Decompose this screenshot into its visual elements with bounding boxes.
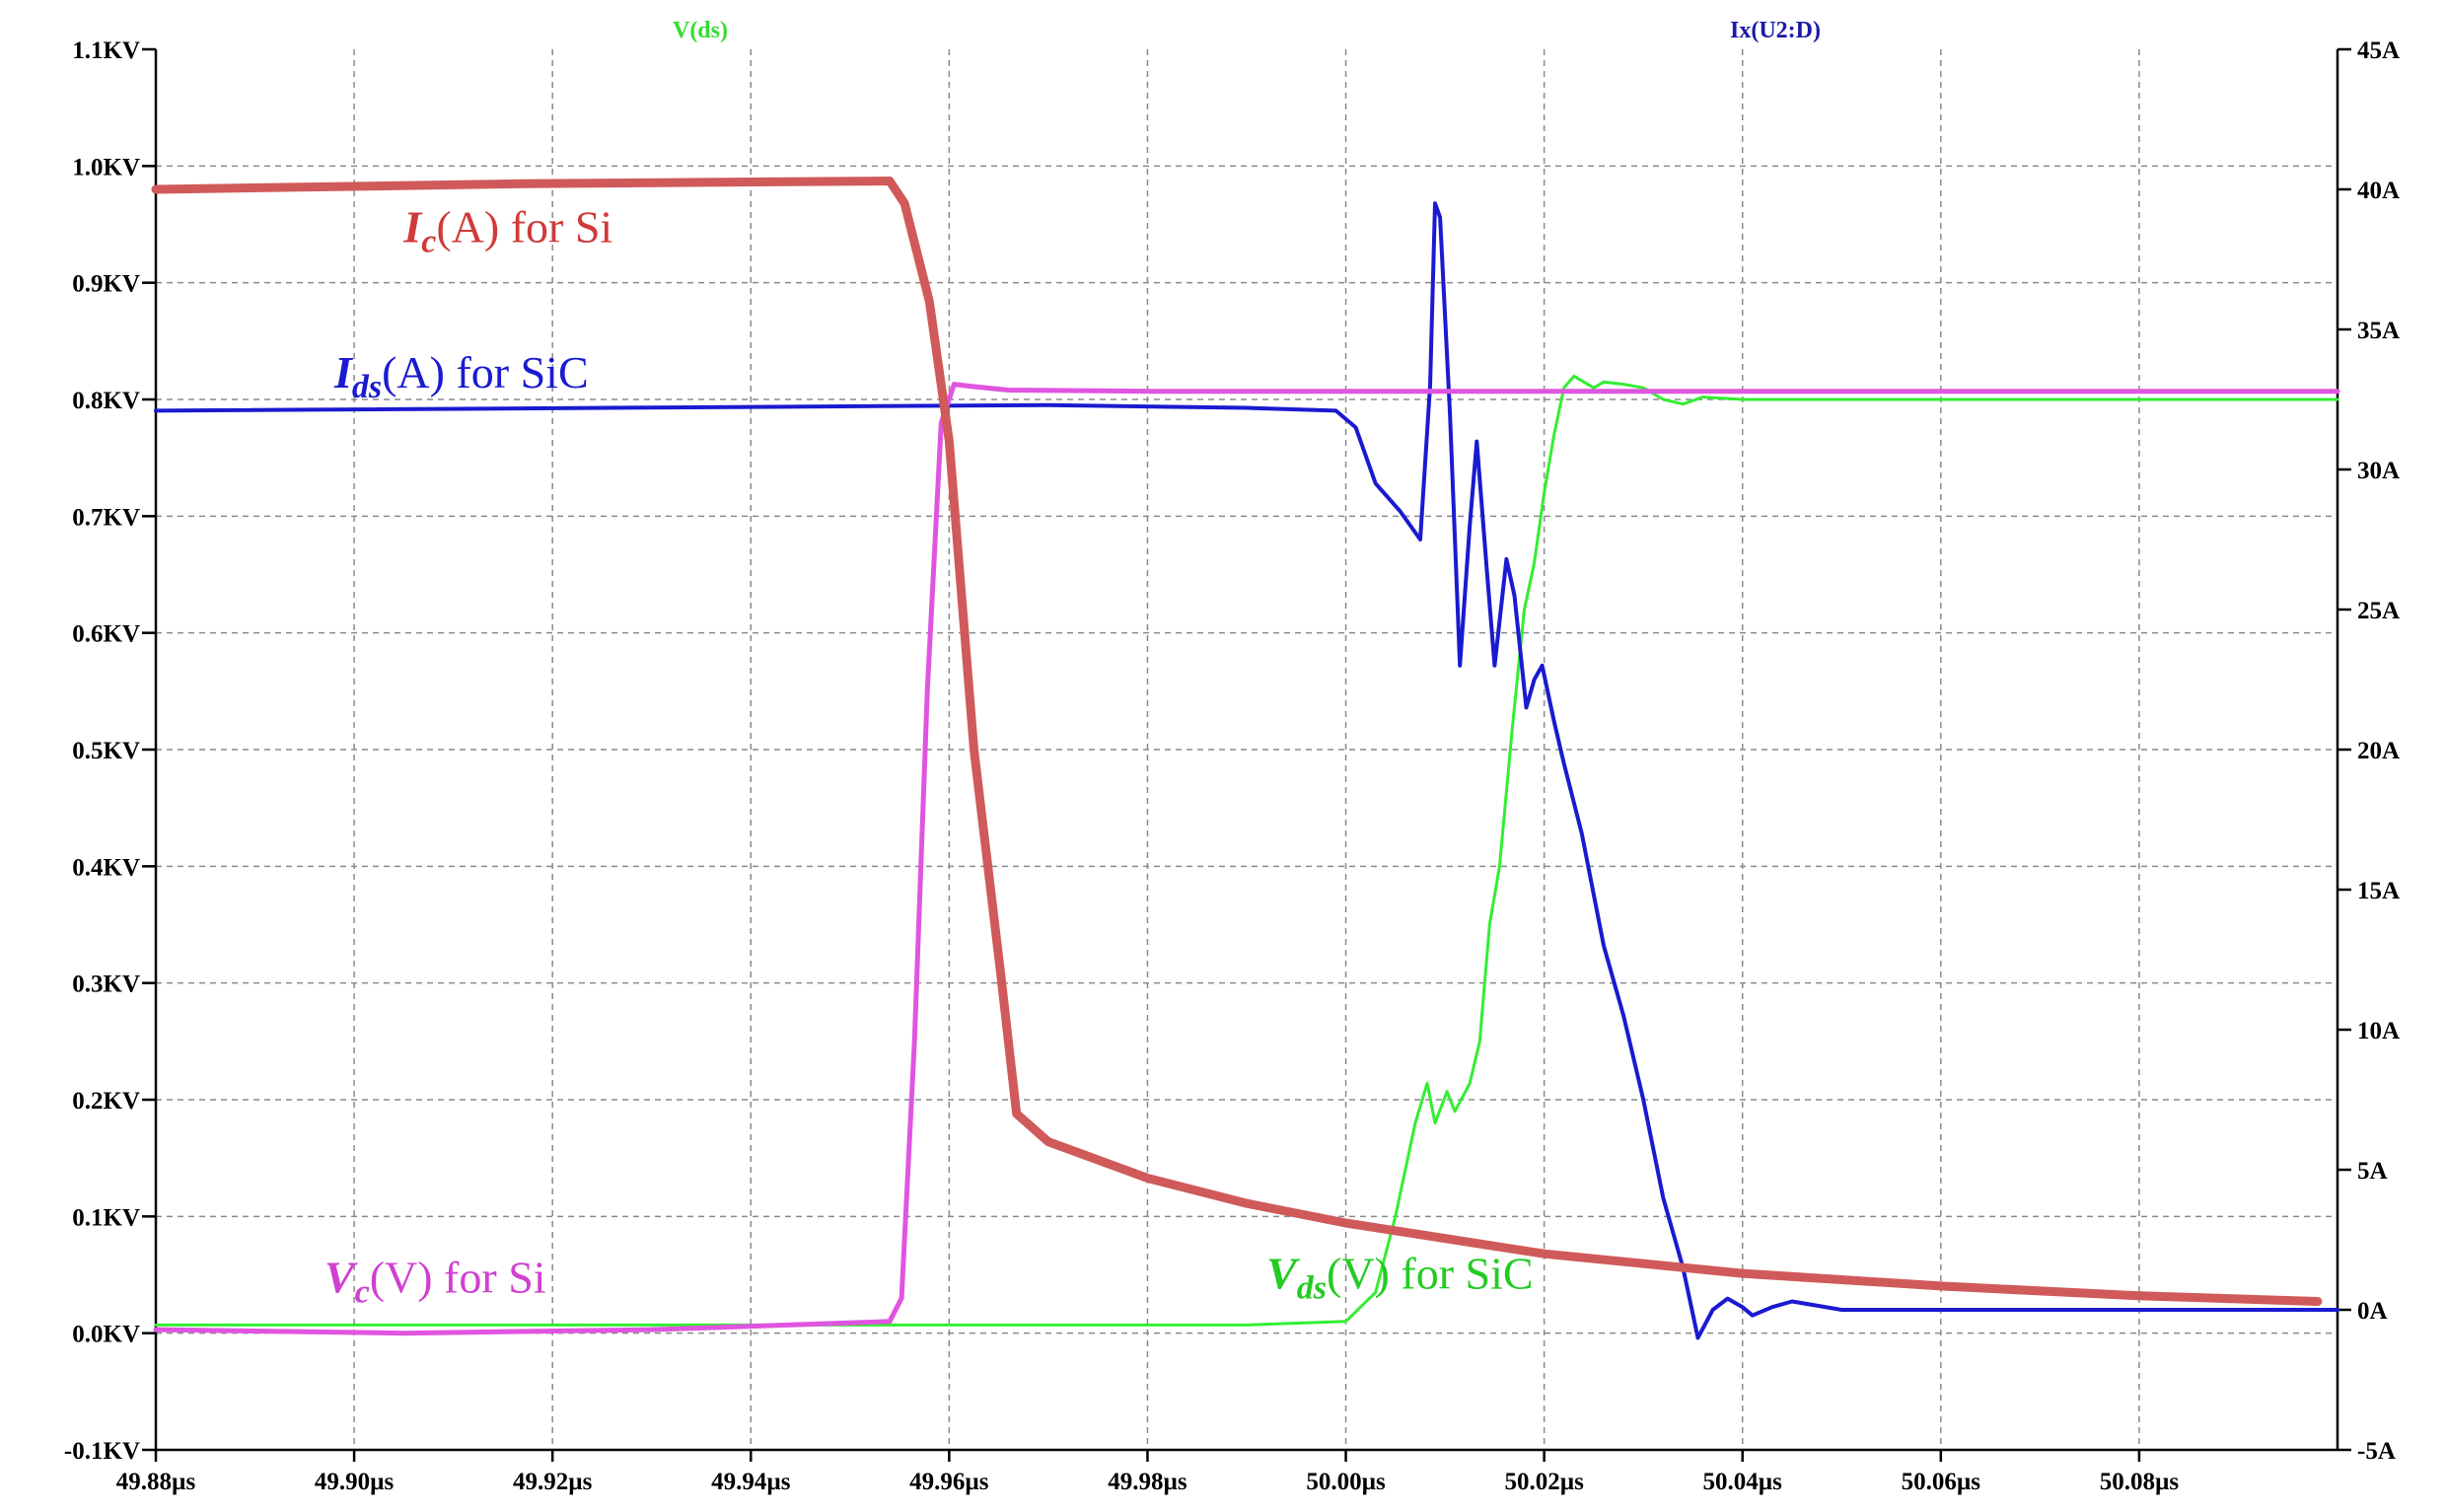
y-right-tick-label: 35A (2357, 318, 2400, 344)
y-right-tick-label: 40A (2357, 178, 2400, 204)
x-tick-label: 49.90µs (315, 1469, 395, 1495)
x-tick-label: 49.92µs (513, 1469, 593, 1495)
vc-si-label: Vc(V) for Si (324, 1252, 546, 1310)
x-tick-label: 50.06µs (1902, 1469, 1981, 1495)
x-tick-label: 50.00µs (1306, 1469, 1386, 1495)
y-right-tick-label: -5A (2357, 1438, 2396, 1465)
series-line-ids-sic (154, 201, 2339, 1340)
vds-sic-label: Vds(V) for SiC (1266, 1249, 1533, 1307)
y-right-tick-label: 0A (2357, 1298, 2388, 1325)
y-right-tick-label: 15A (2357, 878, 2400, 904)
y-left-tick-label: 0.2KV (72, 1088, 140, 1115)
annotations: Ic(A) for Si Ids(A) for SiC Vc(V) for Si Vd… (324, 201, 1534, 1310)
x-tick-label: 50.04µs (1703, 1469, 1783, 1495)
y-right-tick-label: 30A (2357, 458, 2400, 484)
x-tick-label: 49.98µs (1108, 1469, 1187, 1495)
x-tick-label: 49.94µs (711, 1469, 791, 1495)
y-left-tick-label: 0.4KV (72, 854, 140, 881)
x-tick-label: 49.88µs (116, 1469, 196, 1495)
y-left-tick-label: -0.1KV (64, 1438, 140, 1465)
ids-sic-label: Ids(A) for SiC (333, 347, 589, 405)
x-tick-label: 49.96µs (909, 1469, 989, 1495)
axes (142, 47, 2351, 1462)
series-line-ic-si (151, 177, 2323, 1306)
y-left-tick-label: 0.0KV (72, 1322, 140, 1348)
x-tick-label: 50.02µs (1504, 1469, 1584, 1495)
y-left-tick-label: 0.3KV (72, 972, 140, 998)
y-left-tick-label: 0.9KV (72, 271, 140, 298)
grid (156, 49, 2338, 1450)
y-right-tick-label: 10A (2357, 1018, 2400, 1044)
tick-labels: -0.1KV 0.0KV 0.1KV 0.2KV 0.3KV 0.4KV 0.5KV 0.6K… (64, 37, 2400, 1495)
series-line-vc-si (153, 382, 2340, 1336)
y-left-tick-label: 1.1KV (72, 37, 140, 64)
y-right-tick-label: 5A (2357, 1158, 2388, 1185)
y-left-tick-label: 0.5KV (72, 738, 140, 764)
y-left-tick-label: 1.0KV (72, 154, 140, 180)
y-right-tick-label: 45A (2357, 37, 2400, 64)
x-tick-label: 50.08µs (2100, 1469, 2180, 1495)
series-group (151, 177, 2340, 1340)
y-left-tick-label: 0.7KV (72, 504, 140, 531)
y-left-tick-label: 0.1KV (72, 1204, 140, 1231)
y-left-tick-label: 0.8KV (72, 388, 140, 414)
y-right-tick-label: 20A (2357, 738, 2400, 764)
ic-si-label: Ic(A) for Si (402, 201, 612, 259)
y-right-tick-label: 25A (2357, 598, 2400, 624)
trace-header-right: Ix(U2:D) (1730, 18, 1821, 43)
y-left-tick-label: 0.6KV (72, 621, 140, 648)
series-line-vds-sic (154, 374, 2339, 1327)
trace-header-left: V(ds) (673, 18, 728, 43)
